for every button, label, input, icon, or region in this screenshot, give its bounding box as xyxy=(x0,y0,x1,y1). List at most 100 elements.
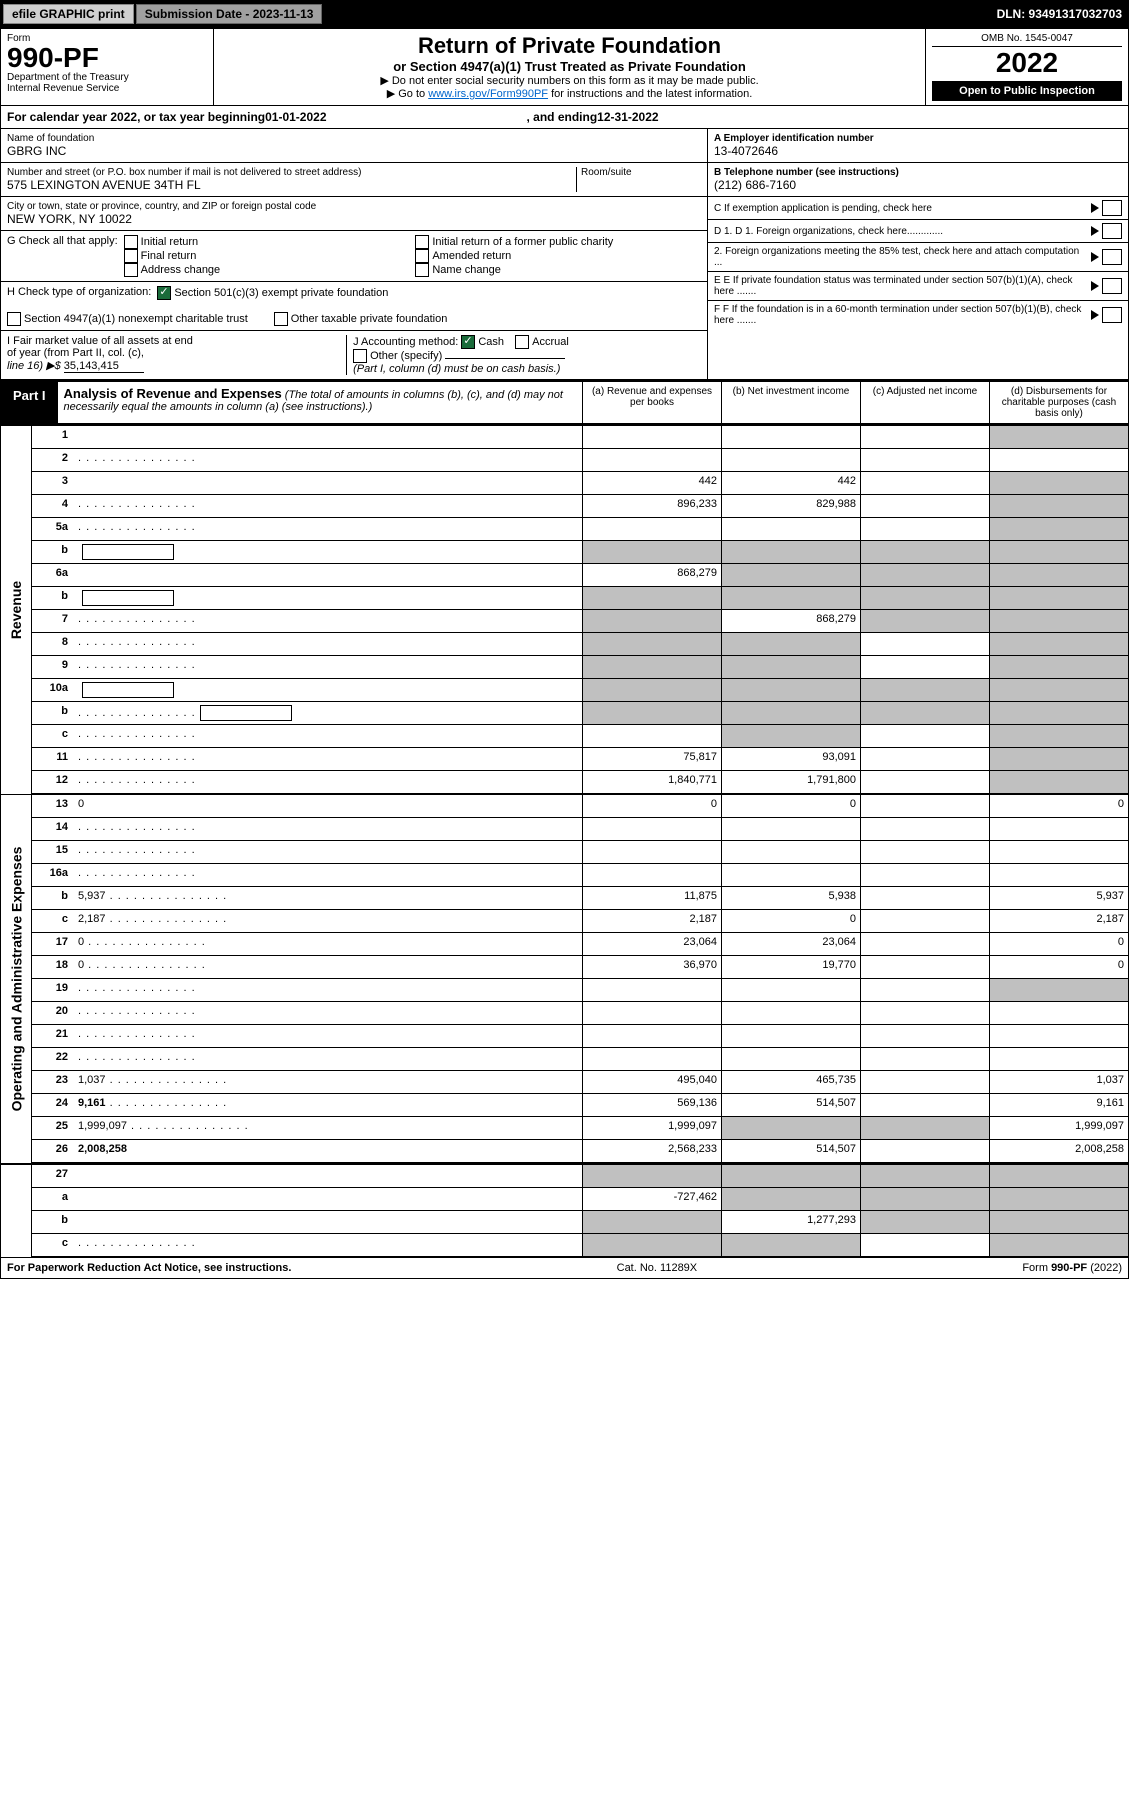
chk-f[interactable] xyxy=(1102,307,1122,323)
table-row: 17023,06423,0640 xyxy=(32,933,1128,956)
chk-accrual[interactable] xyxy=(515,335,529,349)
foundation-city: NEW YORK, NY 10022 xyxy=(7,212,701,226)
dln-label: DLN: 93491317032703 xyxy=(991,7,1128,21)
table-row: 121,840,7711,791,800 xyxy=(32,771,1128,794)
h-check-row: H Check type of organization: Section 50… xyxy=(1,282,707,331)
chk-4947[interactable] xyxy=(7,312,21,326)
table-row: 14 xyxy=(32,818,1128,841)
chk-e[interactable] xyxy=(1102,278,1122,294)
table-row: 2 xyxy=(32,449,1128,472)
i-j-row: I Fair market value of all assets at end… xyxy=(1,331,707,379)
table-row: c xyxy=(32,725,1128,748)
part1-label: Part I xyxy=(1,382,58,423)
return-title: Return of Private Foundation xyxy=(220,33,919,59)
e-label: E E If private foundation status was ter… xyxy=(714,275,1088,297)
opex-section: Operating and Administrative Expenses 13… xyxy=(1,794,1128,1163)
table-row: 8 xyxy=(32,633,1128,656)
part1-title: Analysis of Revenue and Expenses xyxy=(64,386,282,401)
chk-initial-return[interactable] xyxy=(124,235,138,249)
chk-d1[interactable] xyxy=(1102,223,1122,239)
ein-label: A Employer identification number xyxy=(714,133,1122,144)
d2-label: 2. Foreign organizations meeting the 85%… xyxy=(714,246,1088,268)
foundation-address: 575 LEXINGTON AVENUE 34TH FL xyxy=(7,178,576,192)
chk-c[interactable] xyxy=(1102,200,1122,216)
table-row: 22 xyxy=(32,1048,1128,1071)
table-row: 9 xyxy=(32,656,1128,679)
form-container: Form 990-PF Department of the Treasury I… xyxy=(0,28,1129,1279)
table-row: b1,277,293 xyxy=(32,1211,1128,1234)
table-row: 27 xyxy=(32,1165,1128,1188)
footer-left: For Paperwork Reduction Act Notice, see … xyxy=(7,1262,291,1274)
table-row: c xyxy=(32,1234,1128,1257)
g-check-row: G Check all that apply: Initial return F… xyxy=(1,231,707,282)
bottom-section: 27a-727,462b1,277,293c xyxy=(1,1163,1128,1257)
d1-label: D 1. D 1. Foreign organizations, check h… xyxy=(714,226,1088,237)
form-footer: For Paperwork Reduction Act Notice, see … xyxy=(1,1257,1128,1278)
table-row: 21 xyxy=(32,1025,1128,1048)
table-row: b xyxy=(32,541,1128,564)
table-row: 251,999,0971,999,0971,999,097 xyxy=(32,1117,1128,1140)
calendar-year-row: For calendar year 2022, or tax year begi… xyxy=(1,106,1128,129)
submission-date-label: Submission Date - 2023-11-13 xyxy=(136,4,323,24)
room-label: Room/suite xyxy=(581,167,701,178)
chk-initial-former[interactable] xyxy=(415,235,429,249)
chk-d2[interactable] xyxy=(1102,249,1122,265)
table-row: b5,93711,8755,9385,937 xyxy=(32,887,1128,910)
table-row: 7868,279 xyxy=(32,610,1128,633)
ein-value: 13-4072646 xyxy=(714,144,1122,158)
chk-cash[interactable] xyxy=(461,335,475,349)
c-label: C If exemption application is pending, c… xyxy=(714,203,1088,214)
table-row: 130000 xyxy=(32,795,1128,818)
phone-label: B Telephone number (see instructions) xyxy=(714,167,1122,178)
return-subtitle: or Section 4947(a)(1) Trust Treated as P… xyxy=(220,59,919,74)
city-label: City or town, state or province, country… xyxy=(7,201,701,212)
table-row: 249,161569,136514,5079,161 xyxy=(32,1094,1128,1117)
part1-header: Part I Analysis of Revenue and Expenses … xyxy=(1,380,1128,425)
table-row: 4896,233829,988 xyxy=(32,495,1128,518)
f-label: F F If the foundation is in a 60-month t… xyxy=(714,304,1088,326)
table-row: 3442442 xyxy=(32,472,1128,495)
table-row: 231,037495,040465,7351,037 xyxy=(32,1071,1128,1094)
col-b-header: (b) Net investment income xyxy=(721,382,860,423)
chk-501c3[interactable] xyxy=(157,286,171,300)
revenue-section: Revenue 1234424424896,233829,9885ab6a868… xyxy=(1,425,1128,794)
opex-side-label: Operating and Administrative Expenses xyxy=(8,847,24,1112)
form-number: 990-PF xyxy=(7,44,207,72)
open-public-badge: Open to Public Inspection xyxy=(932,81,1122,101)
table-row: 10a xyxy=(32,679,1128,702)
dept-irs: Internal Revenue Service xyxy=(7,83,207,94)
col-d-header: (d) Disbursements for charitable purpose… xyxy=(989,382,1128,423)
table-row: 262,008,2582,568,233514,5072,008,258 xyxy=(32,1140,1128,1163)
top-bar: efile GRAPHIC print Submission Date - 20… xyxy=(0,0,1129,28)
table-row: 1 xyxy=(32,426,1128,449)
table-row: 18036,97019,7700 xyxy=(32,956,1128,979)
chk-amended-return[interactable] xyxy=(415,249,429,263)
addr-label: Number and street (or P.O. box number if… xyxy=(7,167,576,178)
table-row: 5a xyxy=(32,518,1128,541)
form-header: Form 990-PF Department of the Treasury I… xyxy=(1,29,1128,106)
footer-form: Form 990-PF (2022) xyxy=(1022,1262,1122,1274)
chk-other-taxable[interactable] xyxy=(274,312,288,326)
revenue-side-label: Revenue xyxy=(8,581,24,639)
table-row: 1175,81793,091 xyxy=(32,748,1128,771)
footer-cat: Cat. No. 11289X xyxy=(291,1262,1022,1274)
chk-name-change[interactable] xyxy=(415,263,429,277)
table-row: b xyxy=(32,702,1128,725)
chk-final-return[interactable] xyxy=(124,249,138,263)
foundation-name: GBRG INC xyxy=(7,144,701,158)
table-row: a-727,462 xyxy=(32,1188,1128,1211)
irs-link[interactable]: www.irs.gov/Form990PF xyxy=(428,88,548,100)
chk-address-change[interactable] xyxy=(124,263,138,277)
col-a-header: (a) Revenue and expenses per books xyxy=(582,382,721,423)
chk-other-method[interactable] xyxy=(353,349,367,363)
efile-print-button[interactable]: efile GRAPHIC print xyxy=(3,4,134,24)
omb-number: OMB No. 1545-0047 xyxy=(932,33,1122,47)
fmv-value: 35,143,415 xyxy=(64,360,144,373)
phone-value: (212) 686-7160 xyxy=(714,178,1122,192)
return-note-1: ▶ Do not enter social security numbers o… xyxy=(220,74,919,87)
tax-year: 2022 xyxy=(932,49,1122,77)
name-label: Name of foundation xyxy=(7,133,701,144)
table-row: c2,1872,18702,187 xyxy=(32,910,1128,933)
table-row: b xyxy=(32,587,1128,610)
info-grid: Name of foundation GBRG INC Number and s… xyxy=(1,129,1128,380)
